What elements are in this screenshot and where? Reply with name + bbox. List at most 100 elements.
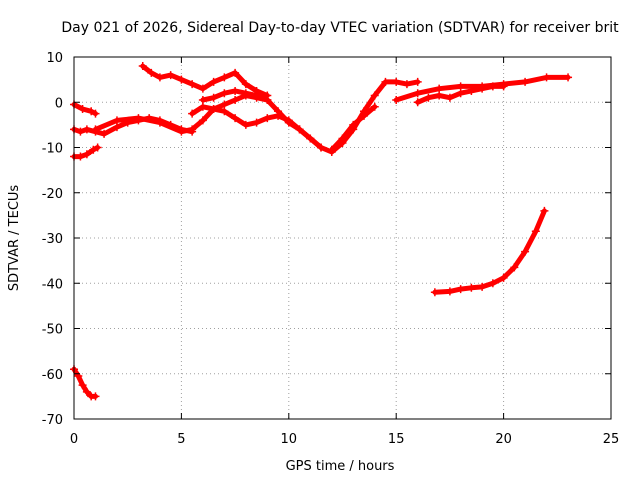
data-point: [82, 387, 91, 396]
data-point: [445, 287, 454, 296]
data-point: [231, 114, 240, 123]
y-tick-label: 0: [55, 96, 63, 111]
data-point: [220, 73, 229, 82]
x-tick-label: 5: [177, 432, 185, 447]
data-point: [488, 279, 497, 288]
series-track-h: [327, 102, 379, 154]
data-point: [198, 95, 207, 104]
data-point: [478, 282, 487, 291]
data-point: [413, 77, 422, 86]
data-point: [381, 77, 390, 86]
data-point: [456, 285, 465, 294]
data-point: [370, 102, 379, 111]
series-track-e: [138, 62, 272, 100]
data-point: [499, 273, 508, 282]
series-track-k: [430, 206, 549, 297]
data-point: [521, 247, 530, 256]
data-point: [284, 116, 293, 125]
x-tick-label: 25: [603, 432, 620, 447]
data-point: [392, 77, 401, 86]
data-point: [402, 80, 411, 89]
data-point: [209, 77, 218, 86]
data-point: [147, 68, 156, 77]
data-point: [499, 82, 508, 91]
data-point: [155, 118, 164, 127]
data-point: [542, 73, 551, 82]
data-point: [177, 75, 186, 84]
data-point: [467, 86, 476, 95]
axis-ticks: 0 5 10 15 20 25 10 0 -10 -20 -30 -40 -50 -60 -70: [42, 51, 620, 447]
data-point: [531, 227, 540, 236]
data-point: [209, 105, 218, 114]
data-point: [435, 84, 444, 93]
x-tick-label: 0: [70, 432, 78, 447]
x-tick-label: 10: [281, 432, 298, 447]
data-point: [445, 93, 454, 102]
data-point: [76, 127, 85, 136]
data-point: [188, 125, 197, 134]
data-point: [220, 100, 229, 109]
data-point: [252, 91, 261, 100]
data-point: [392, 95, 401, 104]
data-point: [274, 111, 283, 120]
data-point: [134, 114, 143, 123]
data-point: [521, 77, 530, 86]
y-tick-label: -10: [42, 142, 63, 157]
data-points: [70, 62, 573, 401]
data-point: [306, 134, 315, 143]
data-point: [456, 89, 465, 98]
data-point: [76, 152, 85, 161]
data-point: [540, 206, 549, 215]
data-point: [413, 89, 422, 98]
data-point: [231, 68, 240, 77]
x-tick-label: 20: [495, 432, 512, 447]
y-axis-label: SDTVAR / TECUs: [7, 185, 22, 292]
y-tick-label: 10: [46, 51, 63, 66]
data-point: [198, 116, 207, 125]
x-axis-label: GPS time / hours: [286, 459, 395, 474]
data-point: [413, 98, 422, 107]
data-point: [91, 392, 100, 401]
data-point: [91, 109, 100, 118]
data-point: [188, 80, 197, 89]
data-point: [295, 125, 304, 134]
data-point: [220, 89, 229, 98]
x-tick-label: 15: [388, 432, 405, 447]
data-point: [564, 73, 573, 82]
data-point: [198, 84, 207, 93]
data-point: [338, 134, 347, 143]
data-point: [349, 120, 358, 129]
data-point: [252, 118, 261, 127]
data-point: [430, 288, 439, 297]
data-point: [100, 129, 109, 138]
series-track-a: [70, 100, 100, 118]
series-track-j: [413, 82, 508, 107]
data-point: [89, 145, 98, 154]
data-point: [155, 73, 164, 82]
data-point: [87, 107, 96, 116]
series-track-f: [188, 102, 326, 152]
y-tick-label: -60: [42, 368, 63, 383]
chart-title: Day 021 of 2026, Sidereal Day-to-day VTE…: [61, 20, 619, 36]
series-track-g: [198, 86, 272, 104]
data-point: [166, 71, 175, 80]
data-point: [93, 143, 102, 152]
series-track: [71, 102, 98, 117]
data-point: [241, 89, 250, 98]
data-point: [112, 116, 121, 125]
data-point: [359, 111, 368, 120]
data-point: [317, 143, 326, 152]
y-tick-label: -40: [42, 277, 63, 292]
data-point: [467, 283, 476, 292]
y-tick-label: -70: [42, 413, 63, 428]
data-point: [510, 263, 519, 272]
y-tick-label: -30: [42, 232, 63, 247]
series-track-l: [70, 365, 100, 401]
y-tick-label: -50: [42, 323, 63, 338]
data-point: [177, 127, 186, 136]
data-point: [263, 95, 272, 104]
data-point: [327, 145, 336, 154]
series-track-c: [70, 143, 102, 161]
data-point: [82, 150, 91, 159]
